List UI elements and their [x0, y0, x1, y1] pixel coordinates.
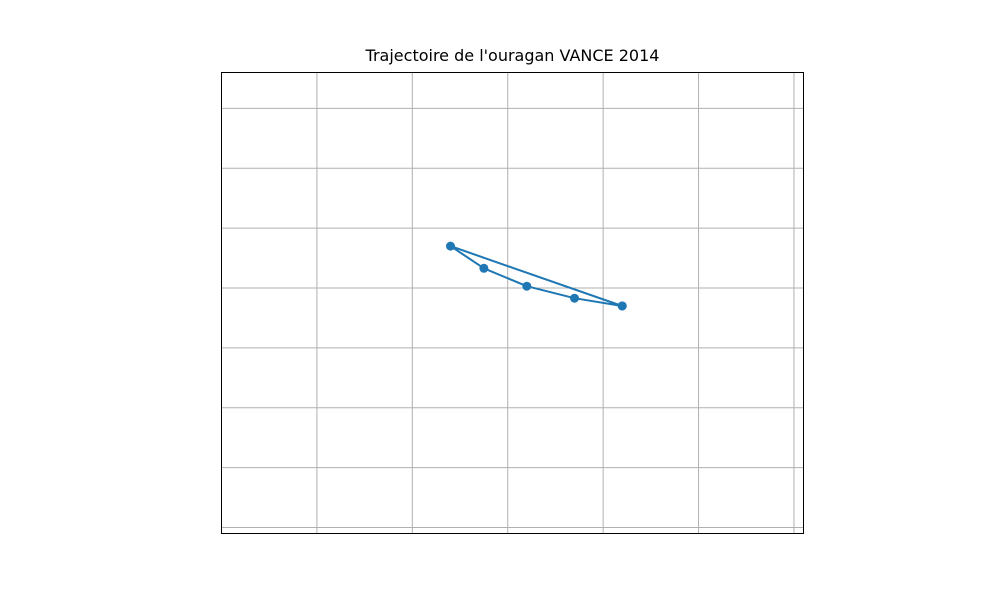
- grid-lines: [221, 72, 804, 534]
- track-point: [617, 301, 627, 311]
- track-point: [522, 281, 532, 291]
- track-series: [445, 241, 627, 311]
- track-point: [445, 241, 455, 251]
- track-line: [449, 245, 623, 307]
- track-point: [570, 293, 580, 303]
- track-point: [479, 263, 489, 273]
- plot-frame: [221, 72, 804, 534]
- chart-title: Trajectoire de l'ouragan VANCE 2014: [365, 46, 660, 65]
